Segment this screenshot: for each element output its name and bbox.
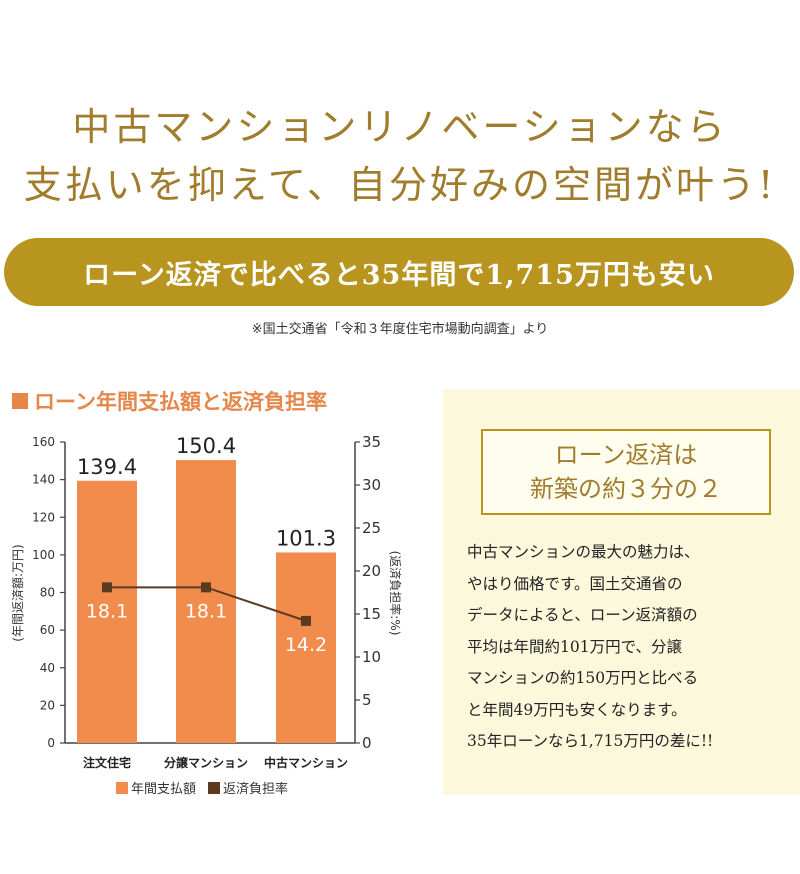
y-tick-label-left: 0 (47, 736, 55, 750)
source-note: ※国土交通省「令和３年度住宅市場動向調査」より (251, 322, 549, 337)
callout-line-2: 新築の約３分の２ (530, 475, 722, 503)
loan-chart: 0 20 40 60 80 100 120 140 160 0 5 10 15 20 25 30 35 (年間返済… (10, 433, 403, 770)
legend-swatch-bar (116, 781, 128, 794)
bar (77, 480, 137, 743)
y-tick-label-right: 35 (362, 433, 381, 451)
headline-line-2: 支払いを抑えて、自分好みの空間が叶う! (23, 163, 777, 207)
legend-label-line: 返済負担率 (223, 782, 289, 797)
y-tick-label-left: 60 (40, 623, 55, 637)
body-line: 中古マンションの最大の魅力は、 (467, 543, 700, 561)
line-point (102, 582, 112, 593)
chart-title-text: ローン年間支払額と返済負担率 (34, 390, 327, 414)
y-tick-label-right: 15 (362, 605, 381, 623)
x-tick-label: 中古マンション (264, 755, 348, 770)
line-point (201, 582, 211, 593)
y-axis-title-left: (年間返済額:万円) (10, 544, 25, 641)
y-tick-label-left: 40 (40, 661, 55, 675)
title-square-icon (12, 393, 28, 409)
x-tick-label: 注文住宅 (83, 755, 131, 770)
y-tick-label-right: 10 (362, 648, 381, 666)
summary-callout-box: ローン返済は 新築の約３分の２ (481, 429, 771, 515)
bar (276, 552, 336, 743)
y-tick-label-right: 20 (362, 562, 381, 580)
bar-value-label: 139.4 (77, 455, 137, 479)
y-tick-label-right: 30 (362, 476, 381, 494)
y-axis-title-right: (返済負担率:%) (388, 551, 403, 636)
y-tick-label-left: 120 (32, 510, 55, 524)
y-tick-label-right: 0 (362, 734, 372, 752)
bar (176, 460, 236, 743)
line-value-label: 18.1 (86, 600, 128, 622)
y-tick-label-left: 140 (32, 473, 55, 487)
body-line: データによると、ローン返済額の (467, 606, 698, 624)
savings-banner-text: ローン返済で比べると35年間で1,715万円も安い (83, 259, 715, 291)
legend-label-bar: 年間支払額 (131, 782, 197, 797)
line-point (301, 615, 311, 626)
body-line: やはり価格です。国土交通省の (467, 574, 683, 593)
y-tick-label-left: 20 (40, 698, 55, 712)
headline-line-1: 中古マンションリノベーションなら (72, 105, 728, 149)
chart-title: ローン年間支払額と返済負担率 (12, 386, 327, 416)
legend-swatch-line (208, 781, 221, 794)
summary-body: 中古マンションの最大の魅力は、 やはり価格です。国土交通省の データによると、ロ… (467, 537, 797, 758)
bar-value-label: 101.3 (276, 526, 336, 550)
y-tick-label-left: 100 (32, 548, 55, 562)
legend-item-bar: 年間支払額 (116, 778, 196, 797)
body-line: 35年ローンなら1,715万円の差に!! (467, 732, 714, 750)
summary-panel: ローン返済は 新築の約３分の２ 中古マンションの最大の魅力は、 やはり価格です。… (443, 389, 800, 795)
y-tick-label-left: 80 (40, 586, 55, 600)
bar-value-label: 150.4 (176, 434, 236, 458)
y-tick-label-left: 160 (32, 435, 55, 449)
body-line: 平均は年間約101万円で、分譲 (467, 637, 682, 656)
chart-legend: 年間支払額 返済負担率 (116, 778, 300, 797)
legend-item-line: 返済負担率 (208, 778, 288, 797)
y-tick-label-right: 25 (362, 519, 381, 537)
line-value-label: 18.1 (185, 600, 227, 622)
line-value-label: 14.2 (285, 634, 327, 656)
body-line: と年間49万円も安くなります。 (467, 700, 687, 719)
x-tick-label: 分譲マンション (164, 755, 248, 770)
savings-banner: ローン返済で比べると35年間で1,715万円も安い (4, 238, 794, 306)
y-tick-label-right: 5 (362, 691, 372, 709)
body-line: マンションの約150万円と比べる (467, 669, 699, 687)
callout-line-1: ローン返済は (554, 441, 698, 469)
